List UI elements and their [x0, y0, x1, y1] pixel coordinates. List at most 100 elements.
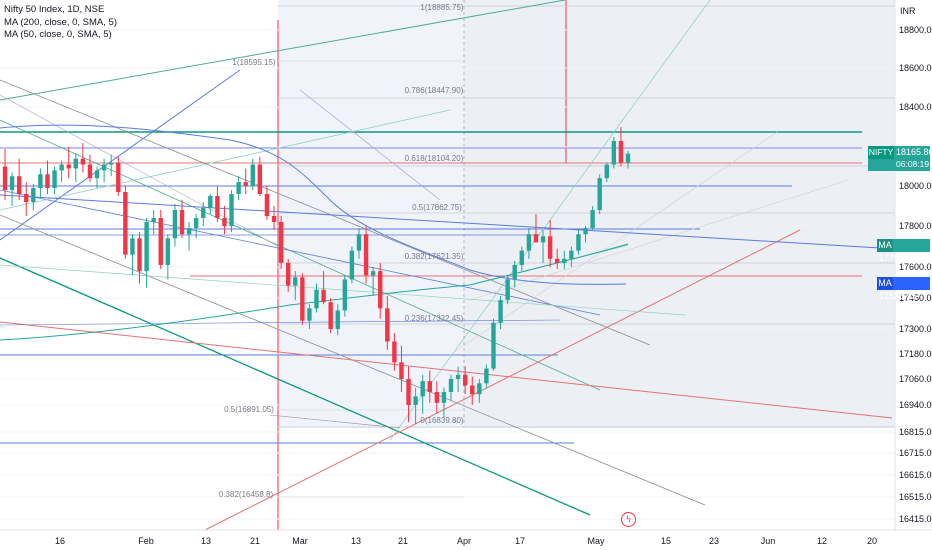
candle-body	[406, 379, 411, 405]
price-tick-label: 17180.00	[899, 349, 932, 359]
trendline	[204, 229, 801, 531]
candle-body	[151, 218, 156, 222]
candle-body	[611, 141, 617, 165]
candle-body	[243, 182, 248, 186]
legend-ma-50[interactable]: MA (50, close, 0, SMA, 5)	[4, 29, 112, 40]
candle-body	[583, 228, 588, 235]
candle-body	[24, 194, 29, 202]
price-tick-label: 17800.00	[899, 221, 932, 231]
candle-body	[300, 277, 305, 321]
price-axis-frame	[0, 0, 932, 531]
candle-body	[94, 170, 100, 179]
candle-body	[540, 236, 546, 243]
price-tick-label: 16415.00	[899, 514, 932, 524]
candle-body	[455, 374, 461, 379]
price-tick-label: 16615.00	[899, 470, 932, 480]
price-tick-label: 16815.00	[899, 427, 932, 437]
ma-50-tag-value: 17528.95	[879, 291, 917, 301]
trendline	[0, 189, 601, 316]
trendline-drawings	[0, 0, 893, 531]
fib-zone-2	[464, 0, 895, 428]
price-tick-label: 18000.00	[899, 181, 932, 191]
candle-body	[101, 164, 107, 171]
candle-body	[547, 236, 553, 259]
fib-zone-1	[278, 0, 464, 428]
candle-body	[427, 381, 432, 392]
candle-body	[38, 174, 43, 188]
legend-ma-200[interactable]: MA (200, close, 0, SMA, 5)	[4, 16, 117, 28]
time-tick-label: Mar	[292, 536, 308, 546]
candle-body	[9, 176, 15, 190]
time-tick-label: Feb	[138, 536, 154, 546]
candle-body	[462, 374, 468, 386]
trendline	[0, 321, 893, 419]
price-tick-label: 18600.00	[899, 63, 932, 73]
candle-body	[222, 218, 227, 226]
candle-body	[87, 164, 93, 179]
price-tag-value: 18165.80	[896, 147, 932, 157]
time-tick-label: Apr	[456, 536, 472, 546]
time-tick-label: 15	[660, 536, 672, 546]
price-tick-label: 18400.00	[899, 102, 932, 112]
candle-body	[392, 341, 397, 363]
trendline	[0, 319, 561, 326]
candle-body	[130, 238, 135, 255]
candle-body	[470, 385, 475, 395]
price-tick-label: 16940.00	[899, 400, 932, 410]
time-tick-label: 13	[200, 536, 212, 546]
candle-body	[597, 178, 602, 210]
candle-body	[434, 392, 440, 403]
candle-body	[45, 174, 50, 188]
candle-body	[2, 166, 8, 190]
trendline	[0, 264, 686, 316]
candle-body	[236, 182, 241, 194]
time-tick-label: 21	[249, 536, 261, 546]
ma-200-tag: MA17706.40	[877, 239, 930, 263]
trendline	[0, 109, 451, 211]
trendline	[299, 89, 441, 201]
ma-200-tag-value: 17706.40	[879, 253, 917, 263]
candle-body	[420, 381, 425, 397]
time-tick-label: 23	[708, 536, 720, 546]
candle-body	[307, 308, 312, 321]
candle-body	[625, 153, 631, 163]
ma-200-line	[0, 243, 629, 341]
ma-200-tag-label: MA	[877, 239, 893, 252]
candle-body	[363, 234, 369, 276]
candle-body	[335, 310, 340, 329]
candle-body	[229, 194, 234, 226]
candle-body	[285, 262, 291, 286]
trendline	[0, 0, 566, 101]
candle-body	[208, 196, 213, 208]
candle-body	[498, 300, 503, 323]
ma-50-tag: MA17528.95	[877, 277, 930, 301]
flash-icon[interactable]: ϟ	[621, 512, 636, 527]
candle-body	[59, 164, 64, 171]
trendline	[0, 69, 241, 241]
candle-body	[526, 234, 532, 251]
candle-body	[590, 210, 595, 229]
legend-symbol[interactable]: Nifty 50 Index, 1D, NSE	[4, 4, 105, 15]
candle-body	[484, 368, 489, 384]
trendline	[449, 129, 781, 356]
candle-body	[250, 164, 255, 186]
price-tag-symbol: NIFTY	[868, 146, 894, 159]
price-tick-label: 17060.00	[899, 374, 932, 384]
price-tick-label: 16715.00	[899, 448, 932, 458]
candle-body	[314, 289, 319, 309]
price-tick-label: 16515.00	[899, 492, 932, 502]
fib-level-label: 0.236(17322.45)	[404, 314, 464, 323]
trendline	[469, 179, 849, 301]
time-tick-label: 17	[514, 536, 526, 546]
price-tick-label: 17300.00	[899, 324, 932, 334]
fib-level-label: 0(16839.80)	[420, 416, 464, 425]
candle-body	[271, 216, 277, 222]
candle-body	[441, 392, 447, 403]
candle-body	[264, 194, 270, 216]
candle-body	[399, 362, 404, 379]
candle-body	[342, 279, 348, 311]
trendline	[0, 94, 286, 251]
